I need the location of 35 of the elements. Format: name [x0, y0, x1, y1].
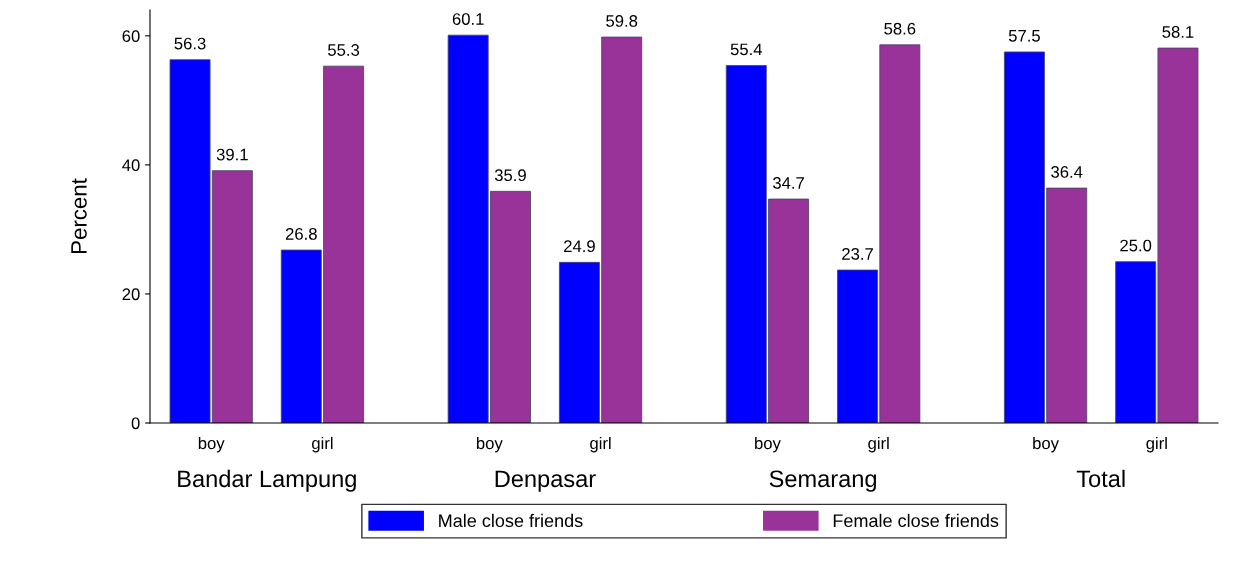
text: 35.9 [494, 169, 526, 182]
text: 60.1 [452, 13, 484, 25]
legend-label: Male close friends [439, 513, 583, 528]
text: Bandar Lampung [178, 469, 356, 492]
y-tick-label: 0 [131, 417, 140, 430]
text: 39.1 [216, 148, 248, 161]
text: 24.9 [564, 240, 595, 253]
x-tick-label: boy [476, 436, 503, 453]
text: 59.8 [606, 15, 638, 27]
text: 57.5 [1008, 30, 1040, 42]
text: 26.8 [285, 228, 317, 240]
text: 36.4 [1051, 166, 1083, 178]
text: Denpasar [495, 470, 596, 492]
text: Total [1076, 469, 1125, 488]
text: 55.3 [328, 44, 360, 56]
text: 23.7 [842, 248, 873, 260]
y-tick-label: 60 [122, 30, 140, 43]
y-tick-label: 40 [122, 159, 140, 172]
y-axis-title: Percent [71, 178, 87, 253]
x-tick-label: boy [1033, 436, 1059, 453]
x-tick-label: boy [198, 436, 225, 453]
text: 25.0 [1120, 239, 1152, 252]
text: 56.3 [174, 37, 206, 50]
text: Semarang [769, 470, 877, 492]
x-tick-label: girl [868, 436, 889, 453]
x-tick-label: girl [590, 436, 611, 453]
x-tick-label: girl [312, 436, 333, 453]
text: 34.7 [772, 177, 804, 189]
text: 58.6 [884, 22, 916, 35]
y-tick-label: 20 [122, 288, 140, 301]
text: 58.1 [1162, 26, 1194, 38]
x-tick-label: girl [1146, 436, 1167, 453]
x-tick-label: boy [755, 436, 781, 453]
legend-label: Female close friends [833, 513, 999, 528]
text: 55.4 [730, 43, 763, 56]
